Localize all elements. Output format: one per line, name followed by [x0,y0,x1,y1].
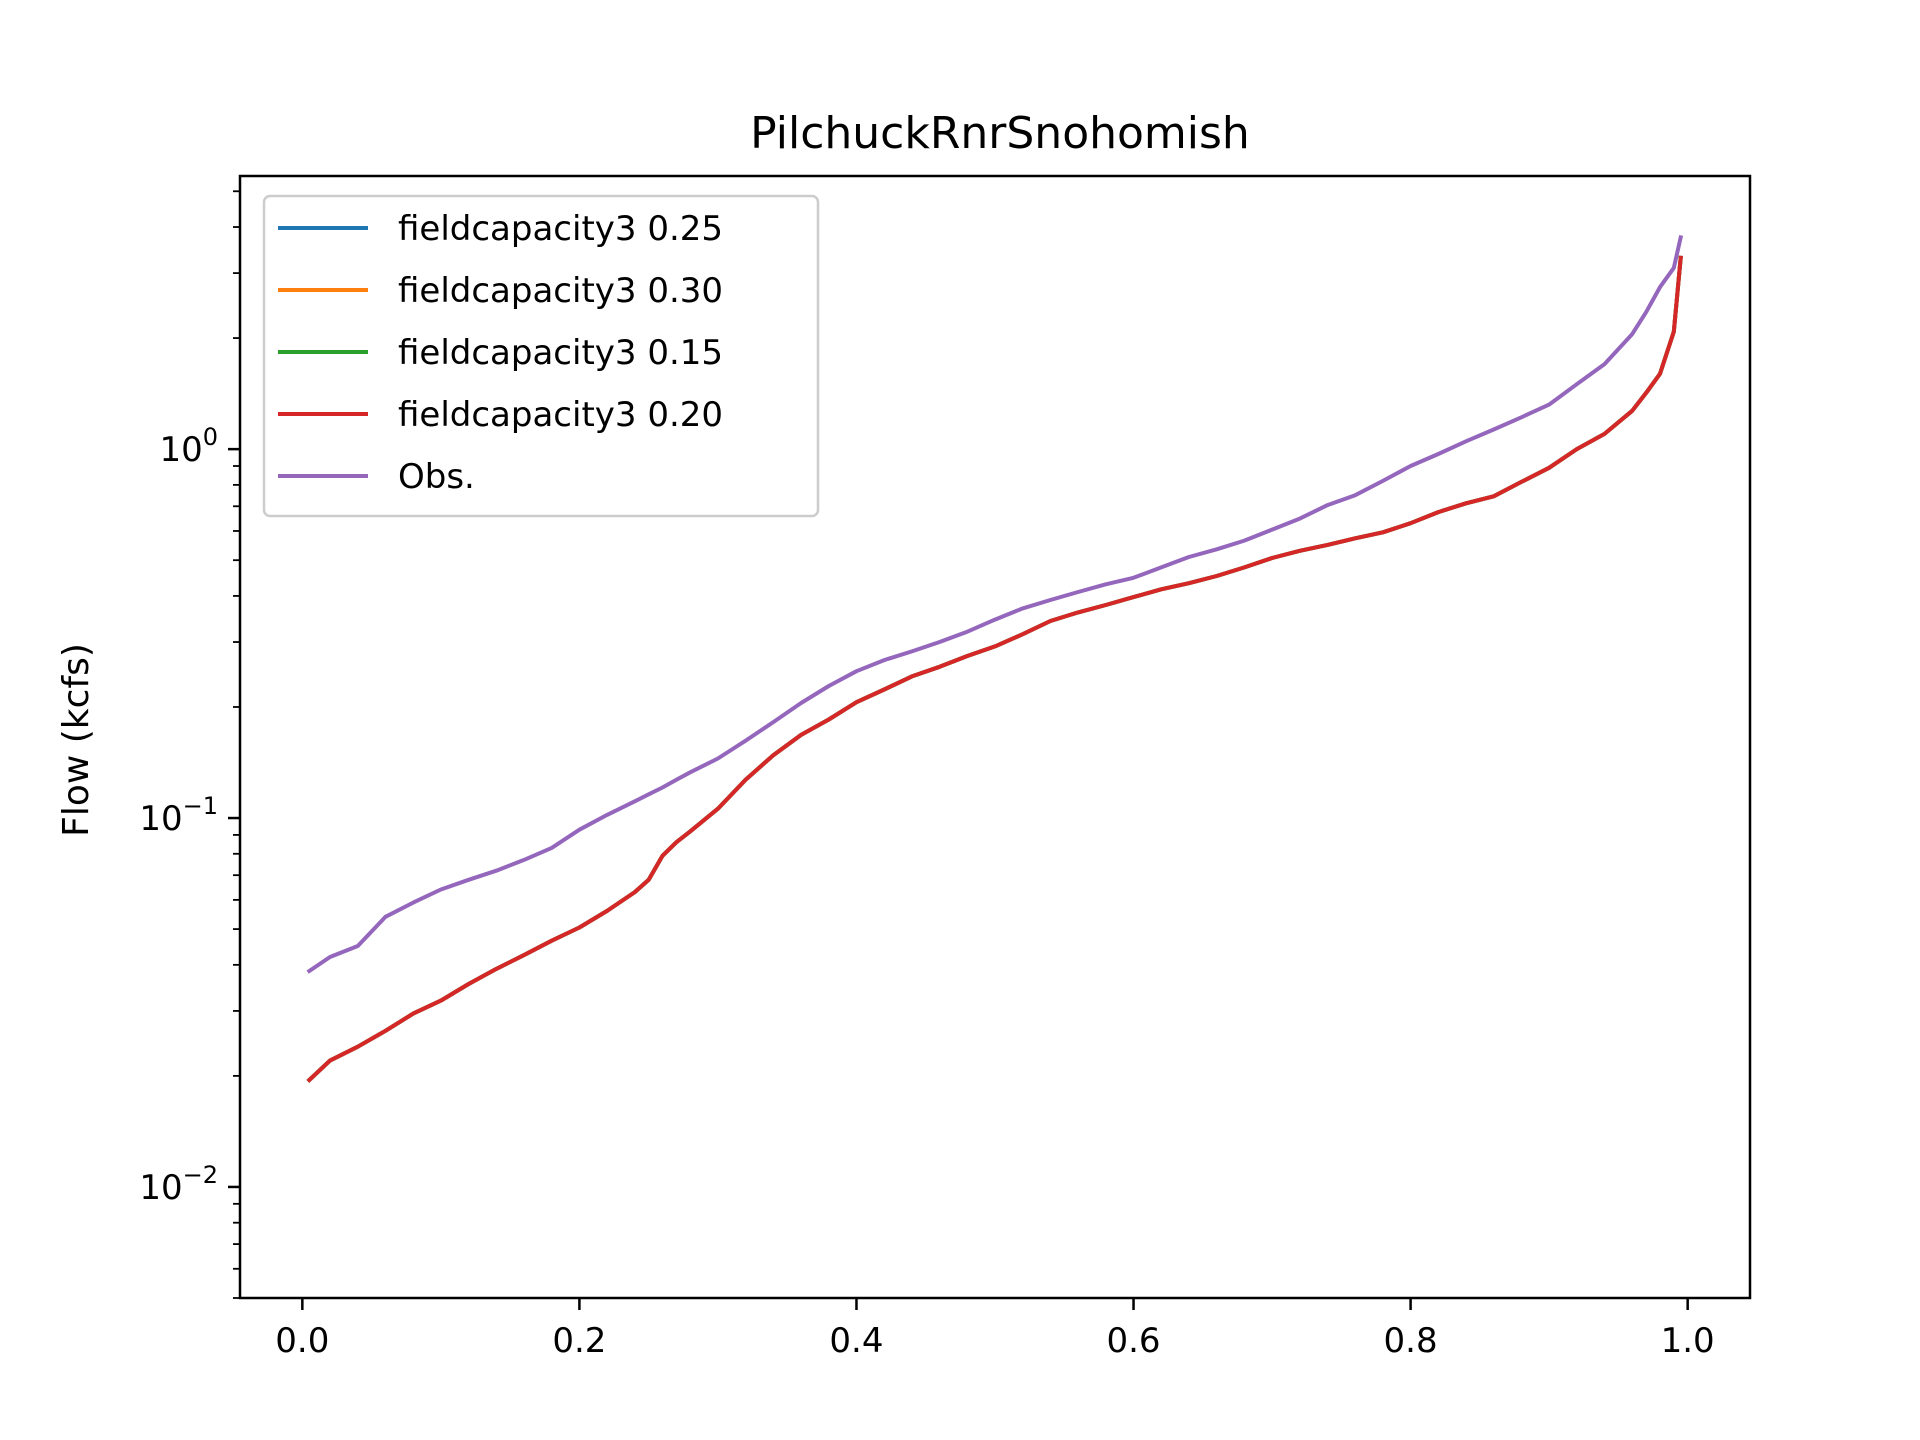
y-axis-label: Flow (kcfs) [56,643,97,837]
plot-lines [306,235,1684,1083]
x-tick-label: 1.0 [1661,1321,1715,1361]
y-tick-label: 10−1 [139,792,218,839]
plot-frame [238,174,1752,1300]
y-tick-label: 100 [159,423,218,470]
legend-label: fieldcapacity3 0.30 [398,271,723,311]
series-line [306,235,1684,974]
legend-label: fieldcapacity3 0.20 [398,395,723,435]
legend: fieldcapacity3 0.25 fieldcapacity3 0.30 fi… [262,194,820,518]
chart-title: PilchuckRnrSnohomish [750,108,1250,159]
x-tick-label: 0.0 [275,1321,329,1361]
x-tick-label: 0.8 [1384,1321,1438,1361]
x-tick-label: 0.4 [829,1321,883,1361]
legend-label: fieldcapacity3 0.15 [398,333,723,373]
axis-ticks: 0.0 0.2 0.4 0.6 0.8 1.0 100 10−1 10−2 [139,190,1715,1361]
y-tick-label: 10−2 [139,1161,218,1208]
x-tick-label: 0.6 [1106,1321,1160,1361]
x-tick-label: 0.2 [552,1321,606,1361]
legend-label: fieldcapacity3 0.25 [398,209,723,249]
legend-label: Obs. [398,457,475,497]
legend-box [262,194,820,518]
series-line [306,255,1683,1083]
